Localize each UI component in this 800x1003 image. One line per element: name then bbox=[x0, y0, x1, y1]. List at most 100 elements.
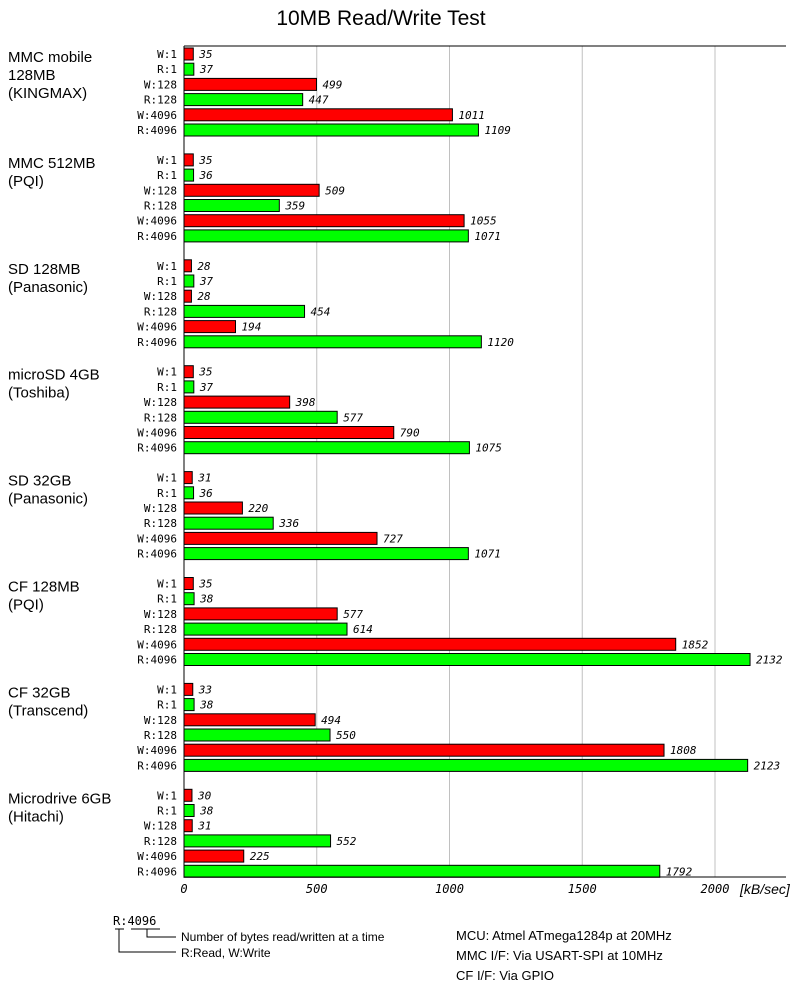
x-tick-label: 0 bbox=[180, 882, 187, 896]
row-label: R:4096 bbox=[137, 124, 177, 137]
bar-value-label: 31 bbox=[197, 820, 211, 833]
chart-title: 10MB Read/Write Test bbox=[276, 7, 485, 30]
row-label: R:128 bbox=[144, 729, 177, 742]
bar-write bbox=[183, 849, 245, 863]
group-label: (PQI) bbox=[8, 173, 44, 190]
bars: 35 37 499 447 1011 1109 35 36 509 359 1055 1071 28 37… bbox=[183, 47, 783, 878]
x-axis-label: [kB/sec] bbox=[739, 881, 791, 897]
bar-value-label: 30 bbox=[197, 789, 212, 802]
bar-write bbox=[183, 637, 677, 651]
bar-write bbox=[183, 713, 316, 727]
row-label: R:128 bbox=[144, 411, 177, 424]
bar-value-label: 1852 bbox=[682, 638, 709, 651]
row-label: W:4096 bbox=[137, 850, 177, 863]
group-label: MMC mobile bbox=[8, 49, 92, 66]
bar-value-label: 1120 bbox=[487, 336, 514, 349]
row-label: W:128 bbox=[144, 820, 177, 833]
group-label: (Hitachi) bbox=[8, 808, 64, 825]
bar-value-label: 35 bbox=[198, 154, 212, 167]
legend-sample: R:4096 bbox=[113, 914, 156, 928]
row-label: R:4096 bbox=[137, 230, 177, 243]
bar-value-label: 727 bbox=[383, 532, 403, 545]
bar-read bbox=[183, 168, 195, 182]
row-label: R:1 bbox=[157, 487, 177, 500]
legend-bytes-note: Number of bytes read/written at a time bbox=[181, 930, 385, 944]
bar-value-label: 790 bbox=[400, 427, 420, 440]
bar-write bbox=[183, 743, 665, 757]
bar-value-label: 28 bbox=[197, 260, 211, 273]
bar-read bbox=[183, 592, 195, 606]
row-label: R:128 bbox=[144, 835, 177, 848]
bar-read bbox=[183, 728, 331, 742]
x-tick-label: 500 bbox=[306, 882, 328, 896]
bar-value-label: 36 bbox=[199, 169, 214, 182]
row-label: W:1 bbox=[157, 578, 177, 591]
bar-value-label: 225 bbox=[250, 850, 270, 863]
row-label: W:128 bbox=[144, 78, 177, 91]
row-label: W:4096 bbox=[137, 321, 177, 334]
bar-value-label: 37 bbox=[199, 381, 214, 394]
legend: R:4096 Number of bytes read/written at a… bbox=[113, 914, 385, 960]
bar-value-label: 1808 bbox=[670, 744, 697, 757]
row-label: R:4096 bbox=[137, 865, 177, 878]
bar-write bbox=[183, 108, 453, 122]
bar-value-label: 33 bbox=[198, 683, 212, 696]
note-cf: CF I/F: Via GPIO bbox=[456, 968, 554, 983]
row-label: R:1 bbox=[157, 381, 177, 394]
bar-value-label: 398 bbox=[295, 396, 316, 409]
row-label: R:4096 bbox=[137, 759, 177, 772]
row-label: W:1 bbox=[157, 260, 177, 273]
row-label: W:128 bbox=[144, 714, 177, 727]
bar-read bbox=[183, 698, 195, 712]
bar-read bbox=[183, 516, 274, 530]
row-label: W:128 bbox=[144, 608, 177, 621]
bar-value-label: 1011 bbox=[458, 109, 485, 122]
bar-value-label: 2132 bbox=[756, 654, 783, 667]
bar-write bbox=[183, 819, 193, 833]
bar-value-label: 1055 bbox=[470, 215, 497, 228]
bar-value-label: 38 bbox=[199, 593, 214, 606]
notes: MCU: Atmel ATmega1284p at 20MHz MMC I/F:… bbox=[456, 928, 672, 983]
row-label: W:4096 bbox=[137, 638, 177, 651]
bar-read bbox=[183, 547, 469, 561]
row-label: W:128 bbox=[144, 396, 177, 409]
bar-value-label: 509 bbox=[325, 184, 345, 197]
row-label: W:4096 bbox=[137, 532, 177, 545]
row-label: R:4096 bbox=[137, 442, 177, 455]
group-label: CF 128MB bbox=[8, 579, 80, 596]
bar-value-label: 36 bbox=[199, 487, 214, 500]
row-label: R:128 bbox=[144, 200, 177, 213]
bar-value-label: 1792 bbox=[666, 865, 693, 878]
bar-write bbox=[183, 320, 237, 334]
group-label: CF 32GB bbox=[8, 684, 71, 701]
row-label: R:128 bbox=[144, 305, 177, 318]
group-label: Microdrive 6GB bbox=[8, 790, 111, 807]
bar-value-label: 35 bbox=[198, 578, 212, 591]
row-label: W:1 bbox=[157, 154, 177, 167]
row-label: W:1 bbox=[157, 366, 177, 379]
bar-value-label: 37 bbox=[199, 63, 214, 76]
bar-write bbox=[183, 471, 193, 485]
bar-write bbox=[183, 77, 317, 91]
bar-read bbox=[183, 123, 479, 137]
row-label: R:1 bbox=[157, 593, 177, 606]
bar-value-label: 454 bbox=[311, 305, 331, 318]
group-label: (Transcend) bbox=[8, 702, 88, 719]
row-label: R:4096 bbox=[137, 336, 177, 349]
bar-value-label: 336 bbox=[278, 517, 299, 530]
bar-read bbox=[183, 622, 348, 636]
row-label: W:1 bbox=[157, 683, 177, 696]
bar-value-label: 194 bbox=[242, 321, 262, 334]
axes: 0 500 1000 1500 2000 MMC mobile128MB(KINGMAX)… bbox=[8, 45, 786, 896]
row-label: W:1 bbox=[157, 789, 177, 802]
bar-write bbox=[183, 577, 194, 590]
bar-value-label: 359 bbox=[284, 200, 305, 213]
bar-read bbox=[183, 864, 661, 878]
bar-value-label: 38 bbox=[199, 805, 214, 818]
bar-write bbox=[183, 289, 192, 303]
row-label: R:128 bbox=[144, 623, 177, 636]
group-label: (KINGMAX) bbox=[8, 85, 87, 102]
bar-read bbox=[183, 410, 338, 424]
bar-write bbox=[183, 153, 194, 167]
